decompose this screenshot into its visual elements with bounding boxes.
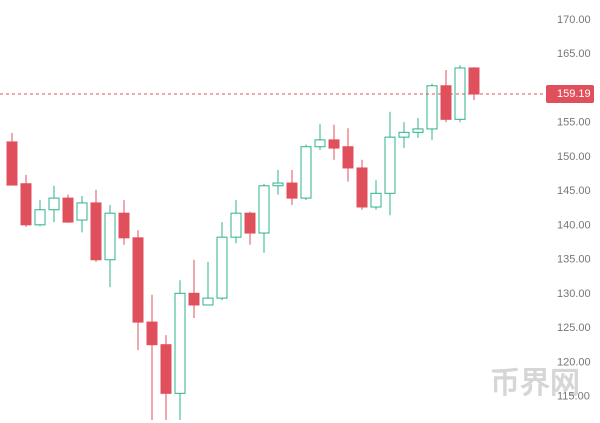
candle-body — [426, 85, 438, 130]
candle-body — [118, 212, 130, 239]
y-tick-label: 155.00 — [557, 117, 591, 129]
y-tick-label: 130.00 — [557, 288, 591, 300]
y-tick-label: 165.00 — [557, 48, 591, 60]
candle-body — [34, 209, 46, 226]
candle-body — [440, 85, 452, 120]
candle-body — [412, 128, 424, 133]
candle-body — [6, 141, 18, 186]
candle-body — [62, 197, 74, 223]
candle-body — [174, 292, 186, 394]
last-price-label: 159.19 — [557, 88, 591, 100]
candle-body — [286, 182, 298, 199]
y-tick-label: 145.00 — [557, 185, 591, 197]
candle-body — [272, 182, 284, 187]
candle-body — [258, 185, 270, 234]
last-price-box — [546, 85, 594, 104]
candle-body — [314, 139, 326, 148]
candle-body — [468, 67, 480, 95]
y-tick-label: 120.00 — [557, 356, 591, 368]
y-tick-label: 150.00 — [557, 151, 591, 163]
candle-body — [384, 136, 396, 194]
candle-body — [202, 297, 214, 306]
candle-body — [328, 139, 340, 149]
candle-body — [48, 197, 60, 211]
y-tick-label: 135.00 — [557, 254, 591, 266]
candle-body — [244, 212, 256, 234]
y-tick-label: 125.00 — [557, 322, 591, 334]
candle-body — [356, 167, 368, 208]
candle-body — [230, 212, 242, 238]
candle-body — [370, 192, 382, 208]
candle-body — [104, 212, 116, 261]
y-tick-label: 140.00 — [557, 219, 591, 231]
y-tick-label: 115.00 — [557, 391, 590, 403]
watermark: 币界网 — [490, 367, 580, 400]
candle-body — [160, 344, 172, 394]
candle-body — [342, 146, 354, 169]
candle-body — [20, 183, 32, 226]
candle-body — [146, 321, 158, 346]
candle-body — [188, 292, 200, 306]
candle-body — [216, 236, 228, 299]
candle-body — [132, 237, 144, 323]
candle-body — [76, 202, 88, 221]
candle-body — [398, 131, 410, 138]
y-tick-label: 170.00 — [557, 14, 591, 26]
candle-body — [300, 146, 312, 199]
candle-body — [90, 202, 102, 261]
